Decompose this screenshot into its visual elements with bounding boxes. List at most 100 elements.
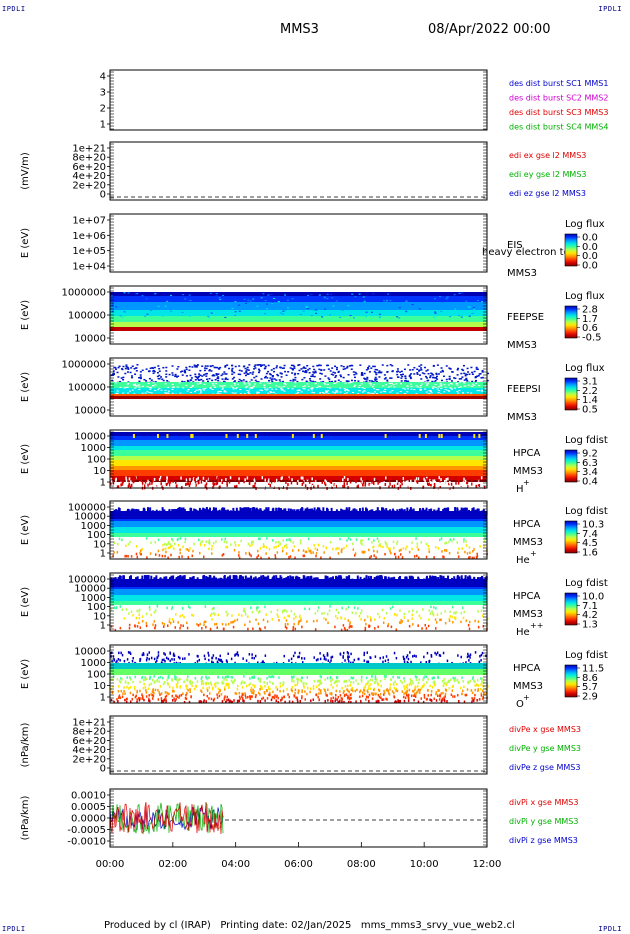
- note-label: heavy electron to: [482, 247, 570, 258]
- colorbar: [564, 233, 578, 267]
- instrument-label: HPCA: [513, 519, 541, 530]
- colorbar-tick-label: -0.5: [582, 333, 602, 344]
- heatmap-hpca-he1: [110, 507, 488, 560]
- y-tick-label: 1e+06: [72, 231, 106, 242]
- header-date: 08/Apr/2022 00:00: [428, 22, 551, 37]
- colorbar-label: Log fdist: [565, 578, 608, 589]
- x-tick-label: 04:00: [221, 859, 250, 870]
- corner-label-bottom-left: IPDLI: [2, 925, 26, 933]
- y-tick-label: 0: [100, 190, 106, 201]
- colorbar-tick-label: 1.7: [582, 314, 598, 325]
- y-axis-label: E (eV): [20, 444, 31, 474]
- y-tick-label: 1: [100, 120, 106, 131]
- spacecraft-label: MMS3: [513, 466, 543, 477]
- y-tick-label: 1: [100, 549, 106, 560]
- y-axis-label: (nPa/km): [20, 723, 31, 768]
- colorbar-tick-label: 7.4: [582, 529, 598, 540]
- colorbar-tick-label: 11.5: [582, 664, 604, 675]
- y-tick-label: 10: [93, 539, 106, 550]
- colorbar-tick-label: 9.2: [582, 449, 598, 460]
- colorbar-tick-label: 0.0: [582, 251, 598, 262]
- panel-feepsi: 1000000 100000 10000 E (eV) FEEPSI MMS3 Log fl…: [20, 357, 605, 423]
- colorbar-tick-label: 3.1: [582, 377, 598, 388]
- legend-entry: edi ez gse l2 MMS3: [509, 189, 586, 198]
- spacecraft-label: MMS3: [513, 609, 543, 620]
- y-tick-label: 0.0010: [71, 791, 106, 802]
- charge-label: +: [523, 693, 530, 702]
- y-tick-label: 10000: [74, 432, 106, 443]
- heatmap-hpca-h: [110, 432, 488, 490]
- y-tick-label: 10: [93, 681, 106, 692]
- colorbar-tick-label: 0.5: [582, 405, 598, 416]
- panel-frame: [109, 141, 488, 201]
- legend-entry: divPe z gse MMS3: [509, 763, 580, 772]
- species-label: H: [516, 484, 524, 495]
- y-axis-label: E (eV): [20, 372, 31, 402]
- panel-frame: [109, 69, 488, 131]
- colorbar-tick-label: 0.4: [582, 477, 598, 488]
- y-tick-label: 10000: [74, 334, 106, 345]
- y-tick-label: 1000: [81, 443, 106, 454]
- y-tick-label: 1: [100, 693, 106, 704]
- y-tick-label: 0.0000: [71, 814, 106, 825]
- colorbar-tick-label: 0.0: [582, 233, 598, 244]
- y-tick-label: 2e+20: [72, 180, 106, 191]
- y-tick-label: 1000: [81, 521, 106, 532]
- species-label: He: [516, 627, 530, 638]
- y-tick-label: 100: [87, 530, 106, 541]
- charge-label: +: [530, 549, 537, 558]
- panel-feepse: 1000000 100000 10000 E (eV) FEEPSE MMS3 Log fl…: [20, 285, 605, 351]
- species-label: O: [516, 699, 524, 710]
- y-tick-label: 100000: [68, 383, 106, 394]
- series-trace: [109, 802, 224, 834]
- colorbar-tick-label: 10.3: [582, 520, 604, 531]
- y-tick-label: 1e+04: [72, 262, 106, 273]
- y-tick-label: 1000000: [61, 360, 106, 371]
- y-tick-label: 1000: [81, 593, 106, 604]
- x-tick-label: 10:00: [410, 859, 439, 870]
- y-tick-label: 1e+21: [72, 144, 106, 155]
- charge-label: ++: [530, 621, 543, 630]
- heatmap-feepsi: [110, 364, 489, 399]
- header-spacecraft: MMS3: [280, 22, 319, 37]
- legend-entry: divPi z gse MMS3: [509, 836, 578, 845]
- colorbar-tick-label: 2.9: [582, 692, 598, 703]
- y-tick-label: 1000000: [61, 288, 106, 299]
- instrument-label: HPCA: [513, 448, 541, 459]
- y-tick-label: 1: [100, 478, 106, 489]
- y-tick-label: -0.0010: [67, 837, 106, 848]
- y-tick-label: 2e+20: [72, 754, 106, 765]
- y-tick-label: 10: [93, 466, 106, 477]
- corner-label-bottom-right: IPDLI: [598, 925, 622, 933]
- legend-entry: edi ex gse l2 MMS3: [509, 151, 586, 160]
- y-tick-label: 1e+07: [72, 216, 106, 227]
- colorbar-label: Log fdist: [565, 650, 608, 661]
- y-tick-label: -0.0005: [67, 825, 106, 836]
- y-tick-label: 100: [87, 670, 106, 681]
- colorbar-label: Log fdist: [565, 506, 608, 517]
- instrument-label: HPCA: [513, 663, 541, 674]
- colorbar-tick-label: 6.3: [582, 458, 598, 469]
- y-axis-label: (mV/m): [20, 152, 31, 190]
- y-tick-label: 6e+20: [72, 736, 106, 747]
- colorbar-tick-label: 8.6: [582, 673, 598, 684]
- legend-entry: des dist burst SC2 MMS2: [509, 94, 608, 103]
- heatmap-hpca-he2: [110, 575, 489, 632]
- spacecraft-label: MMS3: [513, 681, 543, 692]
- y-tick-label: 3: [100, 88, 106, 99]
- y-tick-label: 10000: [74, 512, 106, 523]
- legend-entry: des dist burst SC4 MMS4: [509, 123, 608, 132]
- y-tick-label: 8e+20: [72, 153, 106, 164]
- colorbar-tick-label: 4.5: [582, 538, 598, 549]
- corner-label-top-right: IPDLI: [598, 5, 622, 13]
- colorbar-tick-label: 1.4: [582, 395, 598, 406]
- colorbar-tick-label: 5.7: [582, 682, 598, 693]
- panel-fpi-burst: 4 3 2 1 des dist burst SC1 MMS1 des dist burs…: [100, 69, 608, 132]
- species-label: He: [516, 555, 530, 566]
- y-tick-label: 4: [100, 72, 106, 83]
